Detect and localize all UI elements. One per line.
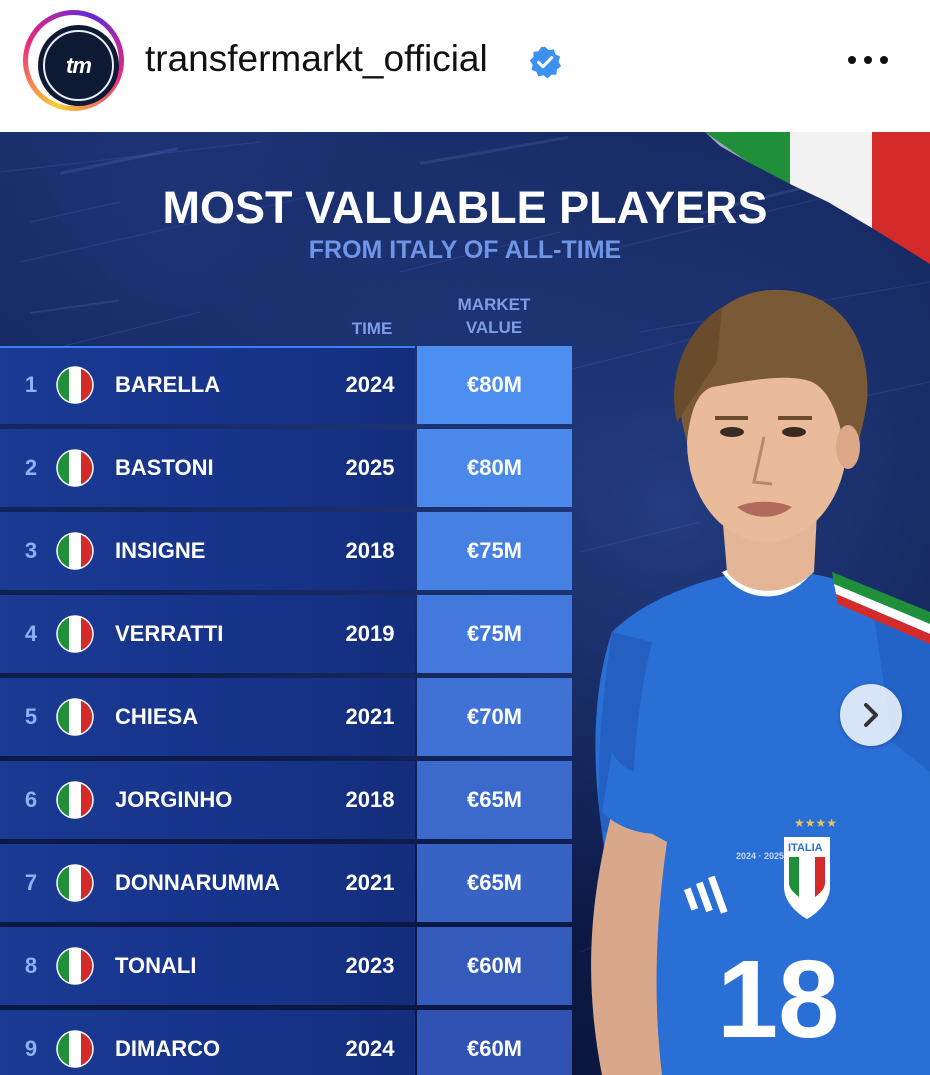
- player-photo: 2024 · 2025 ★★★★ ITALIA 18: [591, 289, 930, 1075]
- table-row: 1 BARELLA 2024 €80M: [0, 346, 572, 424]
- player-name: VERRATTI: [115, 621, 224, 646]
- time-year: 2024: [345, 372, 395, 397]
- italy-flag-icon: [56, 449, 94, 487]
- post-image[interactable]: MOST VALUABLE PLAYERS FROM ITALY OF ALL-…: [0, 132, 930, 1075]
- player-name: JORGINHO: [115, 787, 233, 812]
- column-header-market-value-line1: MARKET: [457, 295, 531, 314]
- rank-number: 6: [24, 787, 38, 812]
- table-row: 4 VERRATTI 2019 €75M: [0, 595, 572, 673]
- story-ring[interactable]: tm: [23, 10, 124, 111]
- svg-text:2024 · 2025: 2024 · 2025: [736, 851, 784, 861]
- market-value: €65M: [417, 844, 572, 922]
- player-name: CHIESA: [115, 704, 199, 729]
- post-title: MOST VALUABLE PLAYERS: [162, 182, 768, 233]
- italy-flag-icon: [56, 781, 94, 819]
- market-value: €60M: [417, 1010, 572, 1075]
- table-row: 5 CHIESA 2021 €70M: [0, 678, 572, 756]
- table-row: 6 JORGINHO 2018 €65M: [0, 761, 572, 839]
- player-name: DONNARUMMA: [115, 870, 280, 895]
- italy-flag-icon: [56, 947, 94, 985]
- player-name: BARELLA: [115, 372, 221, 397]
- italy-flag-icon: [56, 615, 94, 653]
- rank-number: 2: [24, 455, 38, 480]
- table-row: 7 DONNARUMMA 2021 €65M: [0, 844, 572, 922]
- market-value: €70M: [417, 678, 572, 756]
- avatar[interactable]: tm: [38, 25, 119, 106]
- rank-number: 4: [24, 621, 38, 646]
- time-year: 2024: [345, 1036, 395, 1061]
- rank-number: 3: [24, 538, 38, 563]
- table-row: 2 BASTONI 2025 €80M: [0, 429, 572, 507]
- player-name: TONALI: [115, 953, 197, 978]
- chevron-right-icon: [864, 703, 878, 727]
- column-header-market-value: MARKET VALUE: [416, 293, 572, 339]
- market-value: €75M: [417, 512, 572, 590]
- avatar-logo: tm: [43, 30, 114, 101]
- market-value: €60M: [417, 927, 572, 1005]
- player-shirt-number: 18: [717, 938, 839, 1061]
- svg-text:★★★★: ★★★★: [794, 816, 837, 830]
- market-value: €75M: [417, 595, 572, 673]
- player-name: INSIGNE: [115, 538, 206, 563]
- player-badge-text: ITALIA: [788, 842, 823, 854]
- time-year: 2018: [345, 787, 395, 812]
- time-year: 2021: [345, 704, 395, 729]
- post-header: tm transfermarkt_official: [0, 0, 930, 132]
- italy-flag-icon: [56, 698, 94, 736]
- rank-number: 1: [24, 372, 38, 397]
- italy-flag-icon: [56, 532, 94, 570]
- time-year: 2021: [345, 870, 395, 895]
- italy-flag-decoration: [705, 132, 930, 264]
- post-subtitle: FROM ITALY OF ALL-TIME: [308, 236, 622, 264]
- more-options-icon[interactable]: [846, 50, 890, 70]
- time-year: 2025: [345, 455, 395, 480]
- carousel-next-button[interactable]: [840, 684, 902, 746]
- market-value: €80M: [417, 346, 572, 424]
- username-link[interactable]: transfermarkt_official: [145, 38, 488, 79]
- rank-number: 5: [24, 704, 38, 729]
- italy-flag-icon: [56, 366, 94, 404]
- verified-badge-icon: [529, 46, 561, 79]
- player-name: DIMARCO: [115, 1036, 221, 1061]
- time-year: 2023: [345, 953, 395, 978]
- table-row: 3 INSIGNE 2018 €75M: [0, 512, 572, 590]
- column-header-market-value-line2: VALUE: [465, 318, 523, 337]
- rank-number: 8: [24, 953, 38, 978]
- background-texture: [0, 135, 930, 953]
- market-value: €80M: [417, 429, 572, 507]
- time-year: 2019: [345, 621, 395, 646]
- rank-number: 9: [24, 1036, 38, 1061]
- rank-number: 7: [24, 870, 38, 895]
- table-row: 8 TONALI 2023 €60M: [0, 927, 572, 1005]
- player-name: BASTONI: [115, 455, 214, 480]
- ranking-table: 1 BARELLA 2024 €80M 2 BASTONI 2025 €80M 3 INSIGNE…: [0, 346, 572, 1075]
- italy-flag-icon: [56, 864, 94, 902]
- column-header-time: TIME: [351, 319, 393, 338]
- table-row: 9 DIMARCO 2024 €60M: [0, 1010, 572, 1075]
- italy-flag-icon: [56, 1030, 94, 1068]
- time-year: 2018: [345, 538, 395, 563]
- market-value: €65M: [417, 761, 572, 839]
